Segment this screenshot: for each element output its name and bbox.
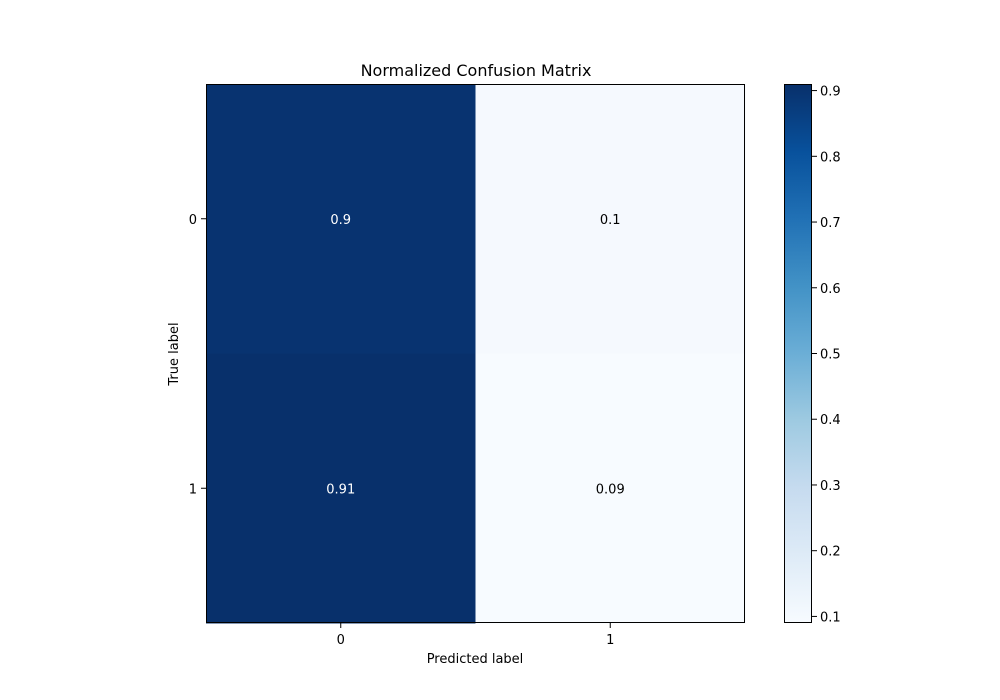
- cell-value-label: 0.09: [596, 482, 625, 497]
- x-tick-label: 1: [606, 633, 614, 648]
- colorbar-tick-label: 0.2: [820, 545, 841, 560]
- colorbar-tick-label: 0.9: [820, 85, 841, 100]
- y-axis-label: True label: [167, 322, 182, 386]
- heatmap-cell: [206, 84, 476, 354]
- colorbar-tick-label: 0.1: [820, 610, 841, 625]
- y-tick-label: 1: [189, 482, 197, 497]
- x-tick-label: 0: [337, 633, 345, 648]
- heatmap-cell: [475, 84, 746, 354]
- heatmap-cells: [206, 84, 746, 624]
- y-tick-label: 0: [189, 213, 197, 228]
- y-axis-ticks: 01: [189, 213, 206, 497]
- colorbar-tick-label: 0.4: [820, 413, 841, 428]
- colorbar-tick-label: 0.8: [820, 150, 841, 165]
- cell-value-label: 0.91: [326, 482, 355, 497]
- plot-frame: [206, 84, 745, 623]
- colorbar-tick-label: 0.6: [820, 282, 841, 297]
- colorbar: [784, 84, 812, 623]
- cell-value-label: 0.1: [600, 213, 621, 228]
- colorbar-tick-label: 0.5: [820, 348, 841, 363]
- cell-value-label: 0.9: [330, 213, 351, 228]
- colorbar-tick-label: 0.7: [820, 216, 841, 231]
- colorbar-ticks: 0.1 0.2 0.3 0.4 0.5 0.6 0.7 0.8 0.9: [812, 85, 841, 625]
- heatmap-cell: [475, 353, 746, 624]
- x-axis-label: Predicted label: [427, 652, 524, 667]
- heatmap-cell: [206, 353, 476, 624]
- colorbar-tick-label: 0.3: [820, 479, 841, 494]
- chart-title: Normalized Confusion Matrix: [361, 61, 592, 80]
- cell-labels: 0.9 0.1 0.91 0.09: [326, 213, 624, 498]
